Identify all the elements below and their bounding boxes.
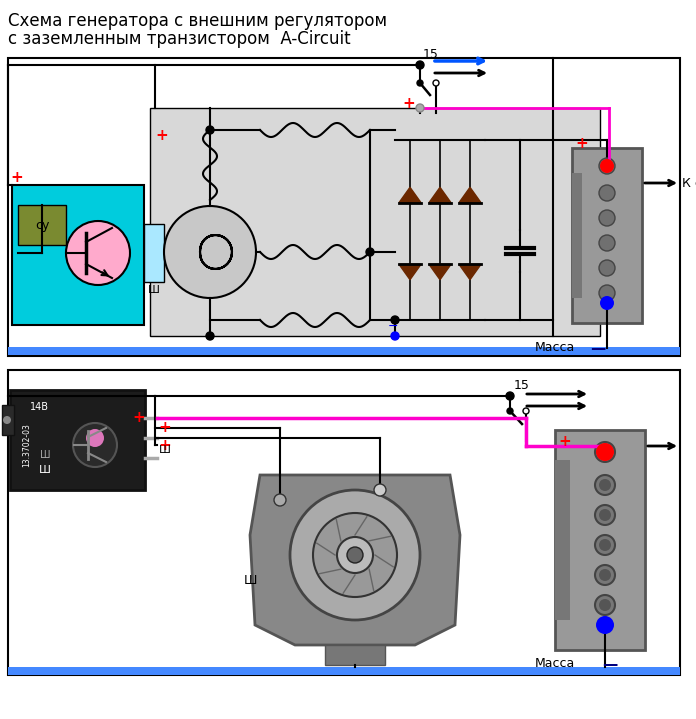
Circle shape (599, 235, 615, 251)
Text: Схема генератора с внешним регулятором: Схема генератора с внешним регулятором (8, 12, 387, 30)
Circle shape (595, 535, 615, 555)
Polygon shape (429, 265, 451, 280)
Circle shape (599, 509, 611, 521)
Text: +: + (158, 421, 171, 436)
Bar (572, 173, 582, 298)
Circle shape (595, 595, 615, 615)
Circle shape (417, 80, 423, 86)
Circle shape (433, 80, 439, 86)
Text: +: + (132, 411, 145, 426)
Text: —: — (602, 657, 617, 672)
Polygon shape (399, 265, 421, 280)
Bar (572, 148, 642, 323)
Bar (144, 224, 164, 282)
Bar (325, 645, 385, 665)
Text: Масса: Масса (535, 341, 576, 354)
Circle shape (507, 408, 513, 414)
Circle shape (366, 248, 374, 256)
Text: +: + (158, 437, 171, 452)
Bar (2, 405, 14, 435)
Bar (18, 205, 66, 245)
Circle shape (3, 416, 11, 424)
Circle shape (86, 429, 104, 447)
Text: +: + (575, 135, 587, 150)
Circle shape (600, 296, 614, 310)
Circle shape (595, 505, 615, 525)
Circle shape (599, 210, 615, 226)
Circle shape (374, 484, 386, 496)
Circle shape (206, 332, 214, 340)
Text: Ш: Ш (148, 285, 160, 295)
Circle shape (290, 490, 420, 620)
Circle shape (416, 61, 424, 69)
Text: су: су (35, 219, 49, 232)
Circle shape (391, 316, 399, 324)
Polygon shape (459, 265, 481, 280)
Text: +: + (10, 170, 23, 186)
Text: −: − (388, 320, 398, 333)
Circle shape (206, 126, 214, 134)
Text: с заземленным транзистором  A-Circuit: с заземленным транзистором A-Circuit (8, 30, 351, 48)
Circle shape (595, 442, 615, 462)
Circle shape (274, 494, 286, 506)
Circle shape (599, 446, 611, 458)
Text: —: — (590, 341, 606, 356)
Circle shape (523, 408, 529, 414)
Circle shape (506, 392, 514, 400)
Circle shape (595, 475, 615, 495)
Polygon shape (429, 188, 451, 203)
Text: +: + (558, 434, 571, 449)
Text: Ш: Ш (244, 574, 257, 587)
Polygon shape (250, 475, 460, 645)
Circle shape (73, 423, 117, 467)
Text: 14В: 14В (30, 402, 49, 412)
Polygon shape (399, 188, 421, 203)
Text: Ш: Ш (39, 465, 51, 475)
Circle shape (599, 539, 611, 551)
Circle shape (599, 479, 611, 491)
Circle shape (599, 285, 615, 301)
Polygon shape (459, 188, 481, 203)
Bar (8, 667, 680, 675)
Circle shape (347, 547, 363, 563)
Circle shape (600, 159, 614, 173)
Bar (10, 390, 145, 490)
Bar (555, 460, 570, 620)
Circle shape (416, 104, 424, 112)
Circle shape (391, 332, 399, 340)
Text: 15: 15 (514, 379, 530, 392)
Circle shape (599, 260, 615, 276)
Circle shape (164, 206, 256, 298)
Bar (555, 430, 645, 650)
Circle shape (66, 221, 130, 285)
Circle shape (596, 616, 614, 634)
Text: Масса: Масса (535, 657, 576, 670)
Text: +: + (155, 127, 168, 142)
Circle shape (599, 185, 615, 201)
Text: Ш: Ш (159, 445, 171, 455)
Circle shape (313, 513, 397, 597)
Bar (8, 58, 680, 356)
Text: 13.3702-03: 13.3702-03 (22, 423, 31, 467)
Circle shape (596, 443, 614, 461)
Bar (150, 108, 600, 336)
Text: Ш: Ш (40, 450, 50, 460)
Circle shape (595, 565, 615, 585)
Text: +: + (402, 96, 415, 111)
Bar (12, 185, 144, 325)
Bar (8, 347, 680, 355)
Text: 15: 15 (423, 48, 439, 61)
Circle shape (599, 158, 615, 174)
Text: К стартеру: К стартеру (682, 176, 696, 190)
Circle shape (599, 569, 611, 581)
Circle shape (337, 537, 373, 573)
Circle shape (599, 599, 611, 611)
Bar (8, 370, 680, 675)
